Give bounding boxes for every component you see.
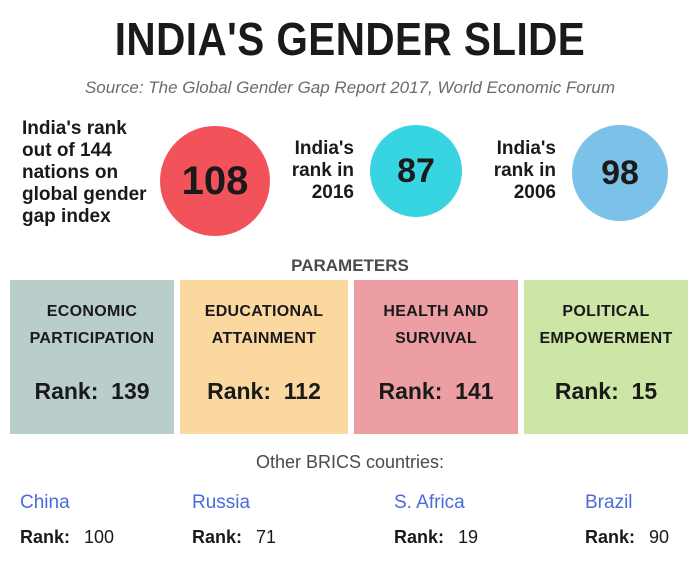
param-economic-participation: ECONOMIC PARTICIPATION Rank: 139 [10, 280, 174, 434]
country-brazil-rank: Rank: 90 [585, 527, 670, 547]
param-political-empowerment: POLITICAL EMPOWERMENT Rank: 15 [524, 280, 688, 434]
stat-2006-label: India's rank in 2006 [493, 138, 556, 203]
stat-2016-label: India's rank in 2016 [291, 138, 354, 203]
country-russia-rank: Rank: 71 [192, 527, 277, 547]
country-brazil-name: Brazil [585, 492, 633, 513]
param-rank: Rank: 15 [554, 378, 658, 404]
brics-heading: Other BRICS countries: [255, 452, 445, 472]
param-health-survival: HEALTH AND SURVIVAL Rank: 141 [354, 280, 518, 434]
country-russia-name: Russia [192, 492, 251, 513]
param-label: ECONOMIC PARTICIPATION [29, 303, 155, 347]
param-rank: Rank: 112 [207, 378, 321, 404]
country-china-rank: Rank: 100 [20, 527, 115, 547]
country-s-africa-name: S. Africa [394, 492, 465, 513]
stat-global-rank-value: 108 [181, 158, 249, 203]
param-label: EDUCATIONAL ATTAINMENT [204, 303, 324, 347]
country-s-africa-rank: Rank: 19 [394, 527, 479, 547]
parameters-heading: PARAMETERS [291, 256, 409, 275]
stat-global-rank-circle: 108 [160, 126, 270, 236]
stat-2006-value: 98 [601, 153, 639, 192]
stat-2016-value: 87 [397, 151, 435, 190]
stat-2016-circle: 87 [370, 125, 462, 217]
param-educational-attainment: EDUCATIONAL ATTAINMENT Rank: 112 [180, 280, 348, 434]
source-note: Source: The Global Gender Gap Report 201… [84, 78, 616, 97]
stat-global-rank-label: India's rank out of 144 nations on globa… [22, 118, 147, 227]
page-title: INDIA'S GENDER SLIDE [114, 13, 586, 65]
param-label: POLITICAL EMPOWERMENT [539, 303, 673, 347]
stat-2006-circle: 98 [572, 125, 668, 221]
param-rank: Rank: 139 [34, 378, 150, 404]
country-china-name: China [20, 492, 70, 513]
param-rank: Rank: 141 [378, 378, 494, 404]
param-label: HEALTH AND SURVIVAL [383, 303, 489, 347]
